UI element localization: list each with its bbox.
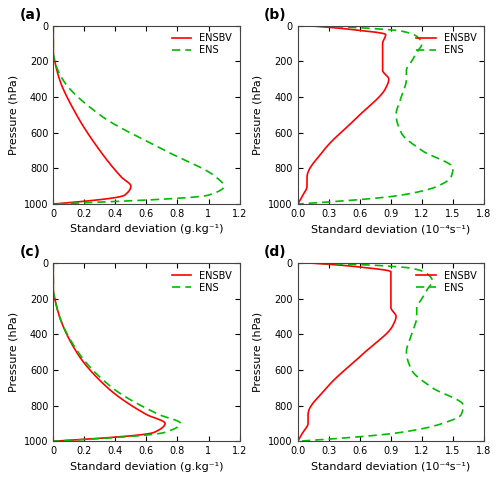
ENSBV [297, 434, 303, 440]
Legend: ENSBV, ENS: ENSBV, ENS [169, 268, 234, 296]
ENS [354, 434, 360, 440]
Text: (a): (a) [20, 8, 42, 22]
ENS [450, 169, 456, 175]
ENSBV [50, 23, 56, 29]
X-axis label: Standard deviation (10⁻⁴s⁻¹): Standard deviation (10⁻⁴s⁻¹) [312, 225, 470, 234]
Line: ENS: ENS [54, 26, 224, 204]
ENSBV [96, 197, 102, 203]
ENSBV [360, 108, 366, 114]
ENS [50, 438, 56, 444]
X-axis label: Standard deviation (g.kg⁻¹): Standard deviation (g.kg⁻¹) [70, 225, 223, 234]
ENS [206, 169, 212, 175]
Legend: ENSBV, ENS: ENSBV, ENS [414, 268, 479, 296]
ENS [404, 357, 410, 362]
ENSBV [50, 201, 56, 207]
ENSBV [71, 345, 77, 350]
ENS [355, 197, 361, 203]
ENSBV [294, 438, 300, 444]
Legend: ENSBV, ENS: ENSBV, ENS [169, 31, 234, 59]
ENSBV [78, 120, 84, 125]
ENSBV [72, 108, 78, 114]
X-axis label: Standard deviation (g.kg⁻¹): Standard deviation (g.kg⁻¹) [70, 462, 223, 472]
ENS [460, 406, 466, 412]
ENS [73, 346, 79, 351]
ENSBV [72, 346, 78, 351]
ENSBV [306, 406, 312, 412]
ENS [294, 201, 300, 207]
ENSBV [84, 129, 90, 135]
Y-axis label: Pressure (hPa): Pressure (hPa) [8, 75, 18, 155]
ENSBV [86, 366, 92, 372]
Line: ENS: ENS [298, 263, 464, 441]
Y-axis label: Pressure (hPa): Pressure (hPa) [8, 312, 18, 392]
ENS [89, 366, 95, 372]
ENSBV [305, 260, 311, 266]
ENSBV [354, 357, 360, 362]
ENS [126, 129, 132, 135]
ENS [120, 434, 126, 440]
ENS [50, 23, 56, 29]
Text: (b): (b) [264, 8, 287, 22]
ENS [394, 108, 400, 113]
ENS [294, 438, 300, 444]
ENS [72, 345, 78, 350]
ENS [404, 345, 410, 350]
ENSBV [298, 197, 304, 203]
Y-axis label: Pressure (hPa): Pressure (hPa) [253, 312, 263, 392]
Legend: ENSBV, ENS: ENSBV, ENS [414, 31, 479, 59]
ENS [80, 357, 86, 362]
ENSBV [305, 169, 311, 175]
Line: ENSBV: ENSBV [54, 263, 165, 441]
ENS [408, 366, 414, 372]
ENS [108, 120, 114, 125]
Text: (c): (c) [20, 245, 40, 259]
Line: ENSBV: ENSBV [54, 26, 131, 204]
ENS [398, 129, 404, 135]
ENSBV [349, 120, 355, 125]
ENSBV [362, 108, 368, 113]
ENS [91, 108, 97, 113]
ENSBV [50, 438, 56, 444]
ENSBV [343, 366, 349, 372]
ENS [394, 108, 400, 114]
ENS [404, 346, 409, 351]
ENSBV [338, 129, 344, 135]
Text: (d): (d) [264, 245, 287, 259]
ENSBV [134, 406, 140, 412]
Y-axis label: Pressure (hPa): Pressure (hPa) [253, 75, 263, 155]
ENS [50, 201, 56, 207]
ENS [305, 260, 311, 266]
ENS [149, 197, 155, 203]
X-axis label: Standard deviation (10⁻⁴s⁻¹): Standard deviation (10⁻⁴s⁻¹) [312, 462, 470, 472]
ENSBV [366, 346, 372, 351]
ENSBV [305, 23, 311, 29]
ENSBV [114, 169, 119, 175]
Line: ENSBV: ENSBV [298, 26, 389, 204]
Line: ENS: ENS [298, 26, 453, 204]
ENS [305, 23, 311, 29]
ENS [394, 120, 400, 125]
ENSBV [50, 260, 56, 266]
ENS [50, 260, 56, 266]
Line: ENS: ENS [54, 263, 180, 441]
ENSBV [71, 108, 77, 113]
ENSBV [78, 357, 84, 362]
Line: ENSBV: ENSBV [298, 263, 396, 441]
ENS [145, 406, 151, 412]
ENSBV [367, 345, 373, 350]
ENSBV [114, 434, 120, 440]
ENS [92, 108, 98, 114]
ENSBV [294, 201, 300, 207]
